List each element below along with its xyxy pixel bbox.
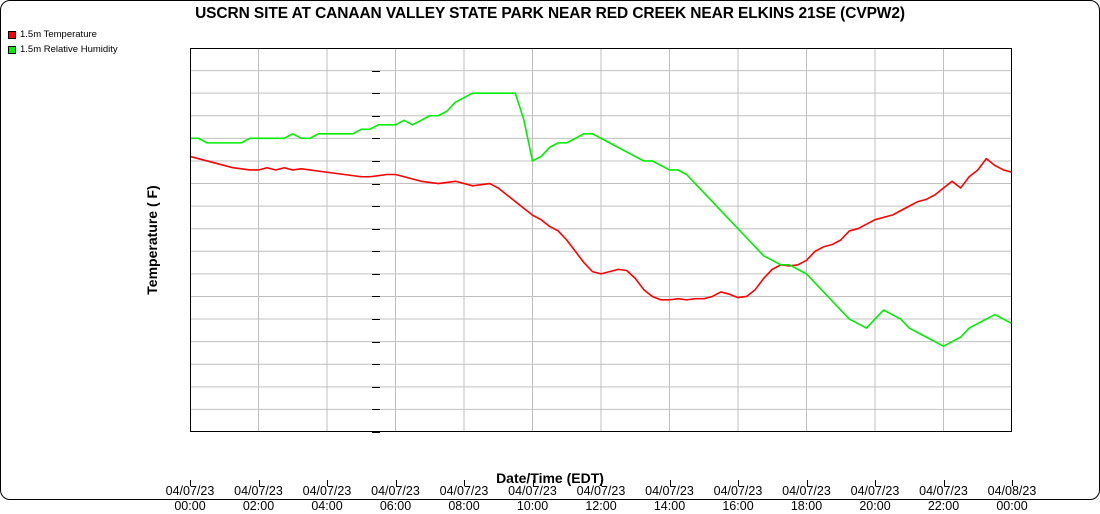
- y-axis-left-tickmark: [372, 183, 380, 185]
- y-axis-left-tickmark: [372, 93, 380, 95]
- y-axis-left-tickmark: [372, 341, 380, 343]
- x-axis-tickmark: [395, 480, 397, 486]
- x-tick-date: 04/07/23: [850, 484, 900, 498]
- x-axis-tickmark: [806, 480, 808, 486]
- x-tick-date: 04/07/23: [371, 484, 420, 498]
- legend-item-temperature[interactable]: 1.5m Temperature: [8, 28, 118, 41]
- x-tick-date: 04/08/23: [987, 484, 1037, 498]
- x-axis-tick-label: 04/08/23 00:00: [962, 484, 1062, 514]
- y-axis-left-tickmark: [372, 273, 380, 275]
- data-curves: [190, 92, 1012, 379]
- y-axis-left-tickmark: [372, 138, 380, 140]
- x-axis-tickmark: [875, 480, 876, 486]
- x-tick-date: 04/07/23: [782, 484, 831, 498]
- y-axis-left-tickmark: [372, 48, 380, 49]
- red-square-swatch-icon: [8, 30, 16, 39]
- x-tick-date: 04/07/23: [576, 484, 626, 498]
- y-axis-left-tickmark: [372, 319, 380, 321]
- green-square-swatch-icon: [8, 45, 16, 54]
- x-axis-title: Date/Time (EDT): [496, 470, 604, 486]
- y-axis-left-tickmark: [372, 251, 380, 253]
- x-tick-date: 04/07/23: [234, 484, 283, 498]
- y-axis-left-tickmark: [372, 160, 380, 162]
- y-axis-left-tickmark: [372, 228, 380, 230]
- y-axis-left-tickmark: [372, 364, 380, 366]
- x-tick-date: 04/07/23: [713, 484, 763, 498]
- y-axis-left-tickmark: [372, 70, 380, 72]
- x-tick-date: 04/07/23: [508, 484, 557, 498]
- y-axis-left-tickmark: [372, 296, 380, 298]
- x-tick-date: 04/07/23: [165, 484, 215, 498]
- x-axis-tickmark: [601, 480, 602, 486]
- y-axis-left-title: Temperature ( F): [144, 185, 160, 295]
- x-axis-tickmark: [669, 480, 671, 486]
- x-axis-tickmark: [738, 480, 739, 486]
- x-axis-tickmark: [327, 480, 328, 486]
- x-tick-date: 04/07/23: [439, 484, 489, 498]
- y-axis-left-tickmark: [372, 386, 380, 388]
- x-tick-date: 04/07/23: [302, 484, 352, 498]
- x-axis-tickmark: [943, 480, 945, 486]
- x-axis-tickmark: [1012, 480, 1013, 486]
- x-axis-tickmark: [190, 480, 191, 486]
- plot-area: Temperature ( F) Relative Humidity (%) 4…: [144, 48, 1036, 513]
- legend-label-relative-humidity: 1.5m Relative Humidity: [20, 44, 118, 55]
- x-axis-tickmark: [258, 480, 260, 486]
- x-tick-date: 04/07/23: [645, 484, 694, 498]
- chart-legend: 1.5m Temperature 1.5m Relative Humidity: [8, 28, 118, 58]
- y-axis-left-tickmark: [372, 409, 380, 411]
- x-tick-time: 00:00: [996, 499, 1028, 513]
- chart-title: USCRN SITE AT CANAAN VALLEY STATE PARK N…: [195, 5, 905, 22]
- legend-item-relative-humidity[interactable]: 1.5m Relative Humidity: [8, 43, 118, 56]
- x-axis-tickmark: [532, 480, 534, 486]
- y-axis-left-tickmark: [372, 432, 380, 433]
- y-axis-left-tickmark: [372, 206, 380, 208]
- x-axis-tickmark: [464, 480, 465, 486]
- legend-label-temperature: 1.5m Temperature: [20, 29, 97, 40]
- y-axis-left-tickmark: [372, 115, 380, 117]
- x-tick-date: 04/07/23: [919, 484, 968, 498]
